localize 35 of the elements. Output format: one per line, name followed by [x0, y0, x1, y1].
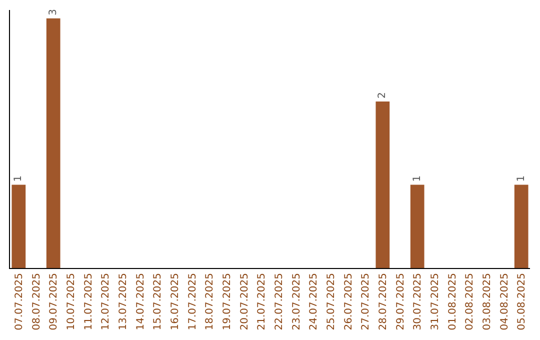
x-tick-label: 09.07.2025 [48, 273, 60, 330]
x-tick-label: 20.07.2025 [239, 273, 250, 330]
data-label: 1 [516, 175, 527, 182]
x-tick-label: 19.07.2025 [222, 273, 233, 330]
data-label: 2 [377, 92, 388, 99]
x-tick-label: 26.07.2025 [343, 273, 354, 330]
x-tick-label: 17.07.2025 [187, 273, 198, 330]
x-tick-label: 21.07.2025 [256, 273, 268, 330]
data-label: 1 [13, 175, 24, 182]
x-tick-label: 14.07.2025 [135, 273, 146, 330]
x-tick-label: 24.07.2025 [308, 273, 320, 330]
x-tick-label: 03.08.2025 [482, 273, 493, 330]
x-tick-label: 28.07.2025 [378, 273, 389, 330]
x-tick-label: 23.07.2025 [291, 273, 302, 330]
x-tick-label: 04.08.2025 [499, 273, 510, 330]
x-tick-label: 05.08.2025 [516, 273, 528, 330]
x-tick-label: 07.07.2025 [14, 273, 25, 330]
x-tick-label: 18.07.2025 [204, 273, 216, 330]
x-tick-label: 29.07.2025 [395, 273, 406, 330]
data-label: 1 [412, 175, 423, 182]
x-tick-label: 08.07.2025 [31, 273, 42, 330]
x-tick-label: 10.07.2025 [66, 273, 77, 330]
x-tick-label: 16.07.2025 [170, 273, 181, 330]
x-tick-label: 15.07.2025 [152, 273, 164, 330]
x-tick-label: 27.07.2025 [360, 273, 372, 330]
x-tick-label: 25.07.2025 [326, 273, 337, 330]
x-tick-label: 30.07.2025 [412, 273, 424, 330]
x-tick-label: 12.07.2025 [100, 273, 112, 330]
x-tick-label: 02.08.2025 [464, 273, 476, 330]
x-tick-label: 13.07.2025 [118, 273, 129, 330]
x-tick-label: 31.07.2025 [430, 273, 441, 330]
x-tick-label: 01.08.2025 [447, 273, 458, 330]
x-tick-label: 11.07.2025 [83, 273, 94, 330]
data-label: 3 [48, 8, 59, 16]
x-tick-label: 22.07.2025 [274, 273, 285, 330]
